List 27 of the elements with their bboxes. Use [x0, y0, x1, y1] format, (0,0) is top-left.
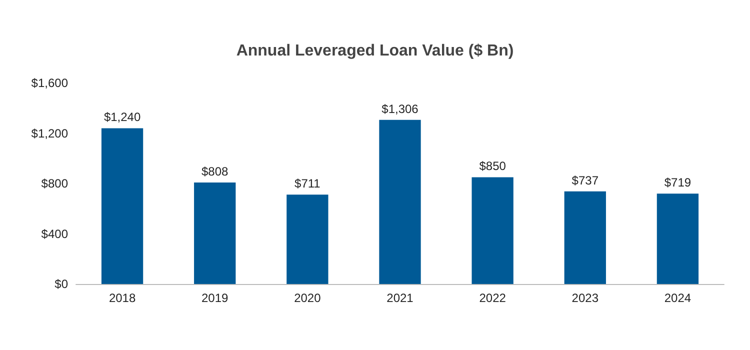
y-tick-label: $1,600 [31, 76, 68, 90]
x-tick-label: 2022 [479, 291, 506, 305]
data-label: $850 [479, 159, 506, 174]
y-tick-label: $400 [41, 226, 68, 241]
bar [472, 177, 514, 284]
data-label: $1,306 [382, 102, 419, 116]
bar [286, 194, 328, 284]
y-tick-label: $1,200 [31, 126, 68, 140]
x-tick-label: 2019 [202, 291, 229, 305]
data-label: $808 [202, 164, 229, 178]
y-tick-label: $0 [54, 277, 68, 291]
bar [194, 182, 236, 284]
x-tick-label: 2020 [294, 291, 322, 305]
x-tick-label: 2021 [386, 291, 414, 305]
y-tick-label: $800 [41, 176, 68, 190]
data-label: $711 [294, 176, 321, 191]
data-label: $737 [572, 173, 599, 188]
bar [656, 194, 699, 284]
data-label: $1,240 [104, 110, 141, 124]
chart-title: Annual Leveraged Loan Value ($ Bn) [236, 42, 514, 60]
x-tick-label: 2018 [108, 291, 136, 305]
data-label: $719 [664, 176, 692, 190]
bar [564, 191, 606, 284]
x-tick-label: 2023 [572, 291, 599, 305]
bar [379, 120, 421, 284]
x-tick-label: 2024 [664, 291, 692, 305]
bar [101, 128, 144, 284]
